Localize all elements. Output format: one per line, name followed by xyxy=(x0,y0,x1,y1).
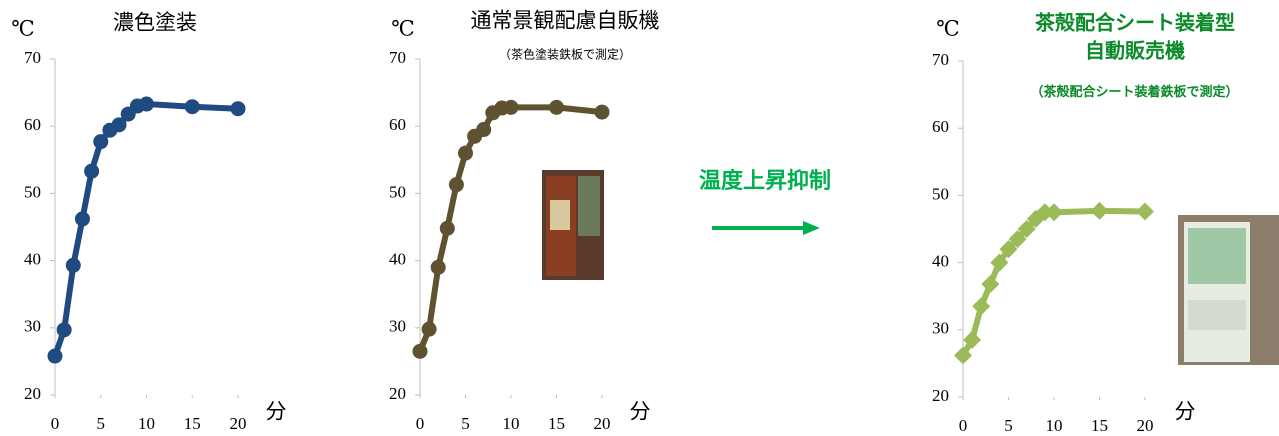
x-tick-label: 5 xyxy=(1004,416,1013,435)
data-point xyxy=(111,117,127,133)
y-tick-label: 40 xyxy=(24,250,41,269)
y-tick-label: 50 xyxy=(24,182,41,201)
data-point xyxy=(594,104,610,120)
data-point xyxy=(93,134,109,150)
data-point xyxy=(421,321,437,337)
x-tick-label: 15 xyxy=(184,414,201,433)
x-tick-label: 15 xyxy=(548,414,565,433)
y-tick-label: 70 xyxy=(24,48,41,67)
data-point xyxy=(412,343,428,359)
y-tick-label: 40 xyxy=(389,250,406,269)
data-point xyxy=(476,122,492,138)
data-point xyxy=(954,346,972,365)
x-tick-label: 0 xyxy=(51,414,60,433)
arrow-head xyxy=(803,221,820,235)
data-line xyxy=(52,101,239,358)
y-tick-label: 50 xyxy=(389,182,406,201)
data-point xyxy=(230,101,246,117)
chart: 通常景観配慮自販機 （茶色塗装鉄板で測定） ℃ 分 20 30 40 50 60 70 0 5 10 15… xyxy=(389,9,660,433)
chart: 濃色塗装 ℃ 分 20 30 40 50 60 70 0 5 10 15 20 xyxy=(11,11,286,433)
x-tick-label: 5 xyxy=(97,414,106,433)
data-point xyxy=(1090,201,1109,220)
data-point xyxy=(439,220,455,236)
y-tick-label: 60 xyxy=(932,117,949,136)
data-point xyxy=(47,348,63,364)
y-axis-label: ℃ xyxy=(11,17,35,41)
x-tick-label: 5 xyxy=(461,414,470,433)
y-tick-label: 50 xyxy=(932,184,949,203)
data-point xyxy=(184,99,200,115)
data-point xyxy=(990,253,1009,272)
x-tick-label: 10 xyxy=(138,414,155,433)
x-tick-label: 0 xyxy=(416,414,425,433)
y-axis-label: ℃ xyxy=(391,17,415,41)
x-tick-label: 20 xyxy=(594,414,611,433)
y-axis-label: ℃ xyxy=(936,17,960,41)
x-axis-label: 分 xyxy=(630,400,651,424)
x-tick-label: 0 xyxy=(959,416,968,435)
y-tick-label: 40 xyxy=(932,252,949,271)
x-tick-label: 10 xyxy=(1046,416,1063,435)
y-tick-label: 30 xyxy=(24,317,41,336)
y-tick-label: 30 xyxy=(389,317,406,336)
x-tick-label: 10 xyxy=(503,414,520,433)
x-tick-label: 15 xyxy=(1091,416,1108,435)
data-point xyxy=(1136,202,1154,221)
chart-title: 通常景観配慮自販機 xyxy=(471,9,660,33)
data-point xyxy=(549,99,564,115)
y-tick-label: 30 xyxy=(932,319,949,338)
chart-title: 自動販売機 xyxy=(1085,39,1185,63)
y-tick-label: 70 xyxy=(389,48,406,67)
chart-title: 濃色塗装 xyxy=(113,11,197,35)
data-point xyxy=(972,297,991,316)
data-point xyxy=(84,163,100,179)
data-point xyxy=(139,96,154,112)
data-point xyxy=(999,240,1018,259)
y-tick-label: 20 xyxy=(24,384,41,403)
data-point xyxy=(56,322,72,338)
data-point xyxy=(963,330,982,349)
x-axis-label: 分 xyxy=(1175,400,1196,424)
chart-subtitle: （茶殻配合シート装着鉄板で測定） xyxy=(1030,85,1239,100)
x-tick-label: 20 xyxy=(230,414,247,433)
data-point xyxy=(430,259,446,275)
x-axis-label: 分 xyxy=(266,400,287,424)
data-point xyxy=(65,257,81,273)
data-point xyxy=(503,99,519,115)
photo-brown-machine xyxy=(542,170,604,280)
y-tick-label: 60 xyxy=(389,115,406,134)
data-point xyxy=(448,177,464,193)
data-point xyxy=(1008,230,1027,249)
photo-white-machine xyxy=(1178,215,1279,365)
data-point xyxy=(1045,203,1063,222)
data-point xyxy=(1017,220,1036,238)
x-tick-label: 20 xyxy=(1137,416,1154,435)
y-tick-label: 70 xyxy=(932,50,949,69)
y-tick-label: 20 xyxy=(389,384,406,403)
data-point xyxy=(74,211,90,227)
data-point xyxy=(1035,203,1054,222)
y-tick-label: 60 xyxy=(24,115,41,134)
y-tick-label: 20 xyxy=(932,386,949,405)
chart-title: 茶殻配合シート装着型 xyxy=(1035,11,1235,35)
data-point xyxy=(458,145,473,161)
annotation: 温度上昇抑制 xyxy=(699,168,831,194)
data-point xyxy=(981,275,1000,294)
chart-subtitle: （茶色塗装鉄板で測定） xyxy=(499,47,631,62)
subtitle-box: （茶殻配合シート装着鉄板で測定） xyxy=(1030,85,1239,100)
